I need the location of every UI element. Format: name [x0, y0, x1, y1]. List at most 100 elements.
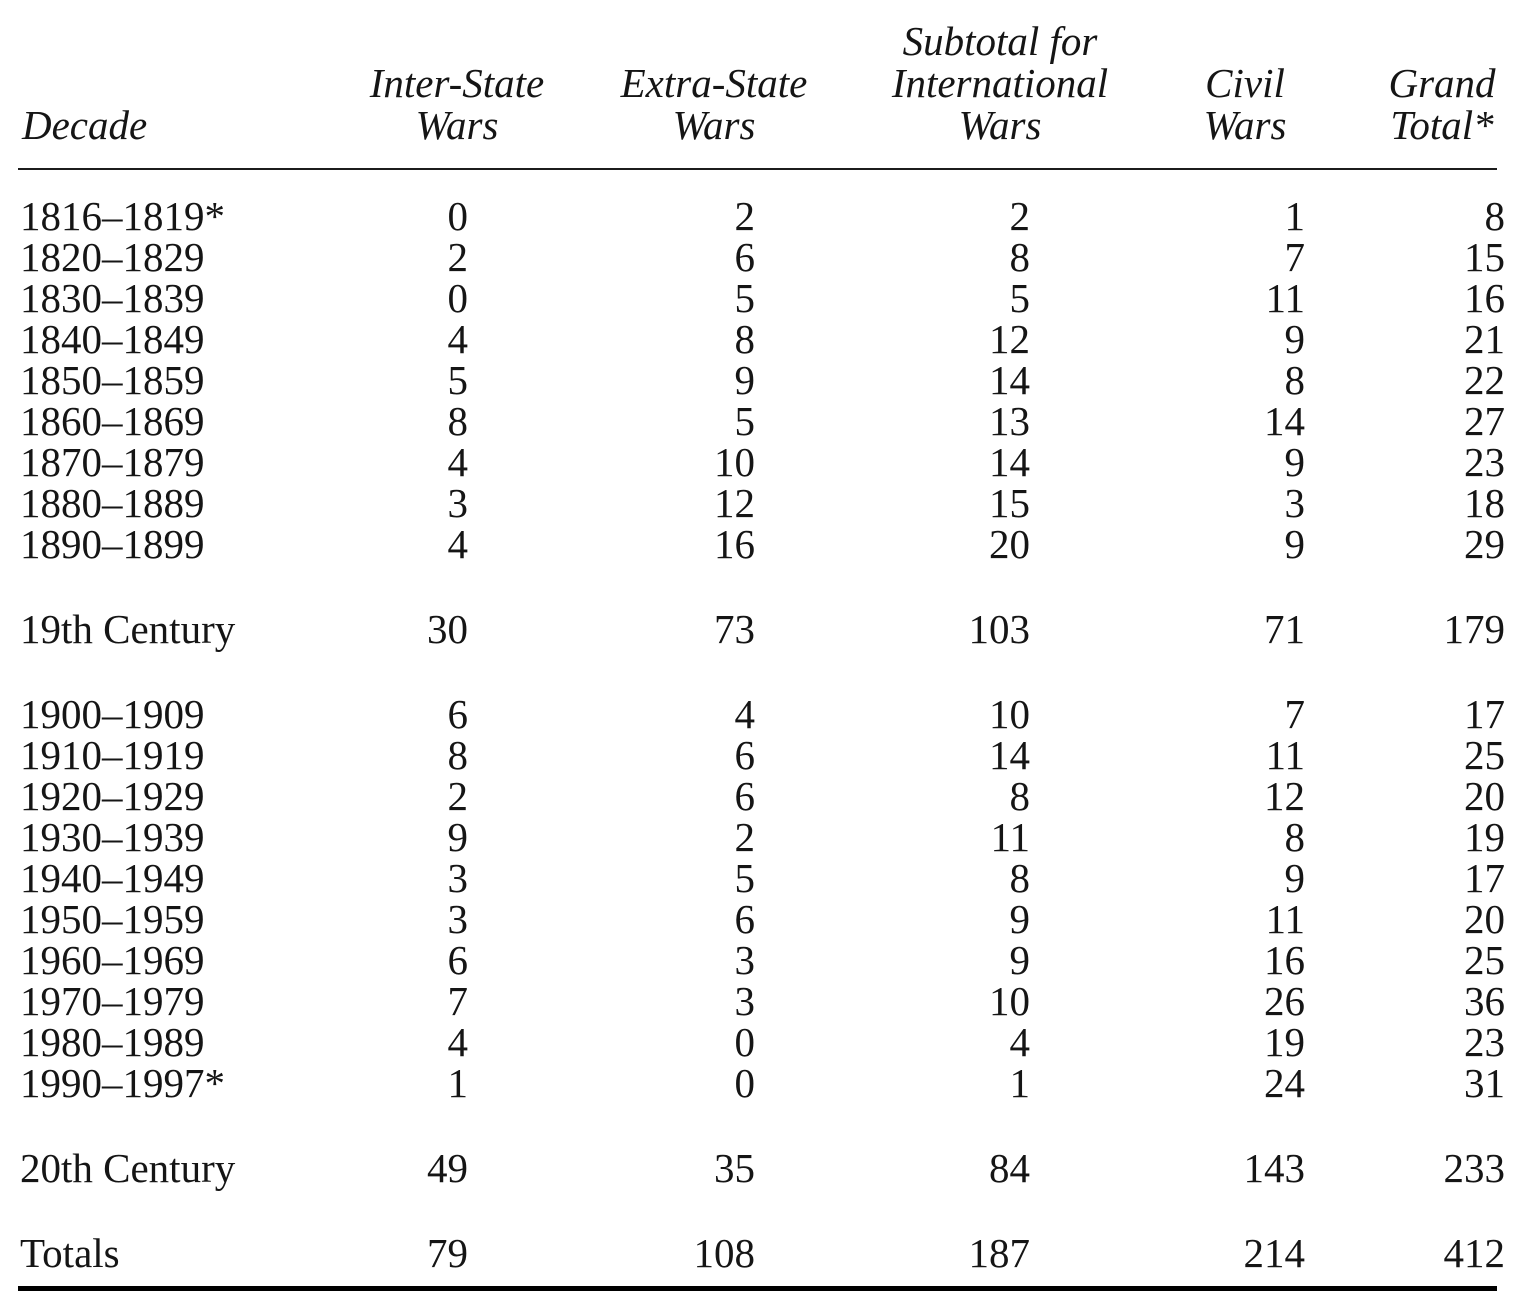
cell-value: 71: [1264, 606, 1305, 652]
cell-value: 4: [447, 521, 469, 567]
cell-value: 9: [1284, 439, 1306, 485]
cell-value: 8: [1284, 814, 1306, 860]
cell-value: 7: [447, 978, 469, 1024]
table-row: 1910–1919 8 6 14 11 25: [0, 735, 1518, 776]
cell-value: 15: [1464, 234, 1505, 280]
cell-value: 0: [734, 1019, 756, 1065]
cell-value: 22: [1464, 357, 1505, 403]
row-label: 1816–1819*: [20, 193, 225, 239]
cell-value: 108: [693, 1230, 756, 1276]
row-label: 20th Century: [20, 1145, 236, 1191]
row-label: 1930–1939: [20, 814, 205, 860]
row-label: 1900–1909: [20, 691, 205, 737]
column-header: Inter-State: [369, 60, 545, 106]
cell-value: 8: [1009, 855, 1031, 901]
cell-value: 214: [1243, 1230, 1306, 1276]
cell-value: 6: [734, 896, 756, 942]
cell-value: 11: [1265, 896, 1305, 942]
table-row: 1850–1859 5 9 14 8 22: [0, 360, 1518, 401]
cell-value: 30: [427, 606, 468, 652]
cell-value: 12: [989, 316, 1030, 362]
cell-value: 19: [1464, 814, 1505, 860]
cell-value: 6: [734, 732, 756, 778]
cell-value: 412: [1443, 1230, 1506, 1276]
table-row: 1920–1929 2 6 8 12 20: [0, 776, 1518, 817]
cell-value: 29: [1464, 521, 1505, 567]
cell-value: 18: [1464, 480, 1505, 526]
cell-value: 2: [447, 773, 469, 819]
cell-value: 25: [1464, 732, 1505, 778]
cell-value: 7: [1284, 691, 1306, 737]
cell-value: 3: [1284, 480, 1306, 526]
table-row: 1890–1899 4 16 20 9 29: [0, 524, 1518, 565]
cell-value: 10: [989, 978, 1030, 1024]
cell-value: 4: [447, 439, 469, 485]
cell-value: 2: [734, 814, 756, 860]
table-row: 1970–1979 7 3 10 26 36: [0, 981, 1518, 1022]
cell-value: 15: [989, 480, 1030, 526]
header-rule: [18, 168, 1497, 170]
table-row: 1960–1969 6 3 9 16 25: [0, 940, 1518, 981]
cell-value: 8: [447, 398, 469, 444]
cell-value: 143: [1243, 1145, 1306, 1191]
cell-value: 3: [734, 937, 756, 983]
table-row: 19th Century 30 73 103 71 179: [0, 609, 1518, 650]
column-header: Extra-State: [620, 60, 808, 106]
cell-value: 12: [714, 480, 755, 526]
cell-value: 179: [1443, 606, 1506, 652]
row-spacer: [0, 650, 1518, 694]
cell-value: 14: [989, 357, 1030, 403]
cell-value: 5: [734, 398, 756, 444]
column-header: Total*: [1390, 102, 1494, 148]
cell-value: 8: [447, 732, 469, 778]
cell-value: 6: [447, 691, 469, 737]
cell-value: 12: [1264, 773, 1305, 819]
table-row: 1840–1849 4 8 12 9 21: [0, 319, 1518, 360]
column-header: Wars: [672, 102, 756, 148]
cell-value: 23: [1464, 1019, 1505, 1065]
cell-value: 27: [1464, 398, 1505, 444]
column-header: Civil: [1205, 60, 1285, 106]
cell-value: 17: [1464, 691, 1505, 737]
cell-value: 25: [1464, 937, 1505, 983]
table-row: 1900–1909 6 4 10 7 17: [0, 694, 1518, 735]
cell-value: 0: [447, 193, 469, 239]
cell-value: 14: [989, 439, 1030, 485]
table-row: Totals 79 108 187 214 412: [0, 1233, 1518, 1274]
cell-value: 6: [447, 937, 469, 983]
cell-value: 9: [1284, 316, 1306, 362]
table-header: Decade Inter-State Wars Extra-State Wars Sub…: [0, 0, 1518, 170]
cell-value: 14: [1264, 398, 1305, 444]
table-row: 1980–1989 4 0 4 19 23: [0, 1022, 1518, 1063]
cell-value: 24: [1264, 1060, 1305, 1106]
table-row: 1880–1889 3 12 15 3 18: [0, 483, 1518, 524]
cell-value: 10: [714, 439, 755, 485]
cell-value: 4: [1009, 1019, 1031, 1065]
cell-value: 84: [989, 1145, 1030, 1191]
column-header: International: [891, 60, 1109, 106]
cell-value: 4: [447, 316, 469, 362]
row-label: 1960–1969: [20, 937, 205, 983]
cell-value: 5: [1009, 275, 1031, 321]
column-header: Wars: [1203, 102, 1287, 148]
cell-value: 20: [1464, 896, 1505, 942]
table-row: 1950–1959 3 6 9 11 20: [0, 899, 1518, 940]
cell-value: 0: [734, 1060, 756, 1106]
cell-value: 0: [447, 275, 469, 321]
cell-value: 1: [1284, 193, 1306, 239]
row-label: 1880–1889: [20, 480, 205, 526]
table-row: 1870–1879 4 10 14 9 23: [0, 442, 1518, 483]
column-header: Grand: [1388, 60, 1496, 106]
cell-value: 8: [1009, 234, 1031, 280]
cell-value: 20: [1464, 773, 1505, 819]
cell-value: 9: [1284, 855, 1306, 901]
cell-value: 9: [1009, 896, 1031, 942]
cell-value: 16: [714, 521, 755, 567]
cell-value: 3: [447, 896, 469, 942]
row-label: 1970–1979: [20, 978, 205, 1024]
cell-value: 11: [1265, 732, 1305, 778]
table-row: 1940–1949 3 5 8 9 17: [0, 858, 1518, 899]
row-label: 1990–1997*: [20, 1060, 225, 1106]
row-label: 1850–1859: [20, 357, 205, 403]
cell-value: 187: [968, 1230, 1031, 1276]
